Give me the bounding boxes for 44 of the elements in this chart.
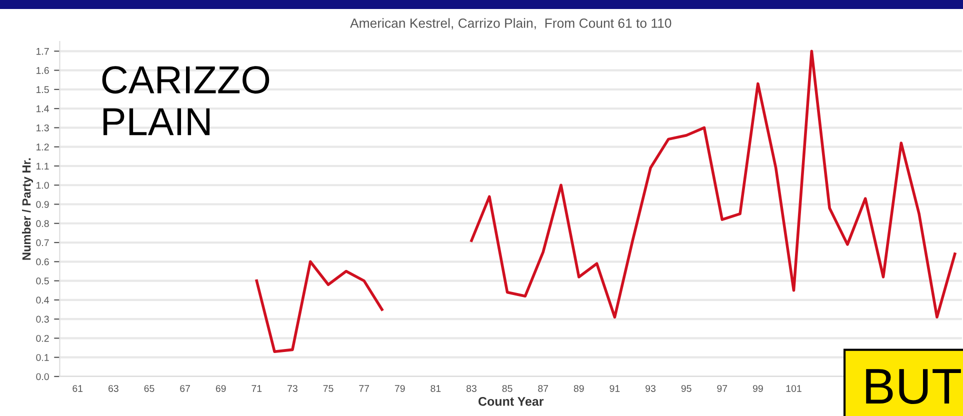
x-tick-label: 85 [502, 385, 512, 392]
x-tick-label: 81 [430, 385, 441, 392]
x-tick-label: 71 [252, 385, 262, 392]
y-tick-label: 0.6 [36, 258, 49, 266]
y-tick-label: 1.0 [36, 182, 49, 189]
x-tick-label: 77 [359, 385, 369, 392]
y-tick-label: 0.2 [36, 334, 49, 342]
y-tick-label: 0.0 [36, 373, 49, 380]
y-tick-label: 0.5 [36, 278, 49, 284]
x-tick-label: 67 [180, 385, 190, 392]
y-tick-label: 1.1 [36, 162, 49, 170]
y-tick-label: 0.4 [36, 296, 50, 304]
y-tick-label: 0.3 [36, 316, 49, 323]
x-tick-label: 61 [72, 385, 83, 392]
x-tick-label: 95 [681, 385, 692, 392]
y-tick-label: 1.5 [36, 86, 49, 94]
y-tick-label: 1.6 [36, 67, 49, 74]
x-tick-label: 91 [610, 385, 620, 392]
chart-title: American Kestrel, Carrizo Plain, From Count 61 to 110 [350, 18, 672, 30]
x-tick-label: 69 [216, 385, 226, 392]
x-tick-label: 97 [717, 385, 728, 392]
x-tick-label: 65 [144, 385, 154, 392]
x-tick-label: 93 [646, 385, 656, 392]
x-tick-label: 83 [466, 385, 476, 392]
x-tick-label: 87 [538, 385, 548, 392]
x-tick-label: 89 [574, 385, 584, 392]
y-tick-label: 1.3 [36, 124, 49, 132]
x-tick-label: 101 [786, 385, 802, 392]
y-tick-label: 1.2 [36, 144, 49, 150]
x-tick-label: 73 [288, 385, 298, 392]
y-tick-label: 0.9 [36, 200, 49, 208]
y-tick-label: 1.7 [36, 48, 49, 55]
y-tick-label: 0.8 [36, 220, 49, 228]
annotation: CARIZZO PLAIN [102, 66, 270, 136]
y-tick-label: 1.4 [36, 105, 50, 112]
x-tick-label: 63 [108, 385, 118, 392]
annotation: BUT [866, 369, 961, 404]
x-tick-label: 75 [323, 385, 334, 392]
y-tick-label: 0.7 [36, 239, 49, 246]
y-axis-title: Number / Party Hr. [22, 158, 33, 260]
x-axis-title: Count Year [478, 396, 544, 406]
x-tick-label: 99 [752, 385, 763, 392]
x-tick-label: 79 [394, 385, 405, 392]
y-tick-label: 0.1 [36, 354, 49, 361]
